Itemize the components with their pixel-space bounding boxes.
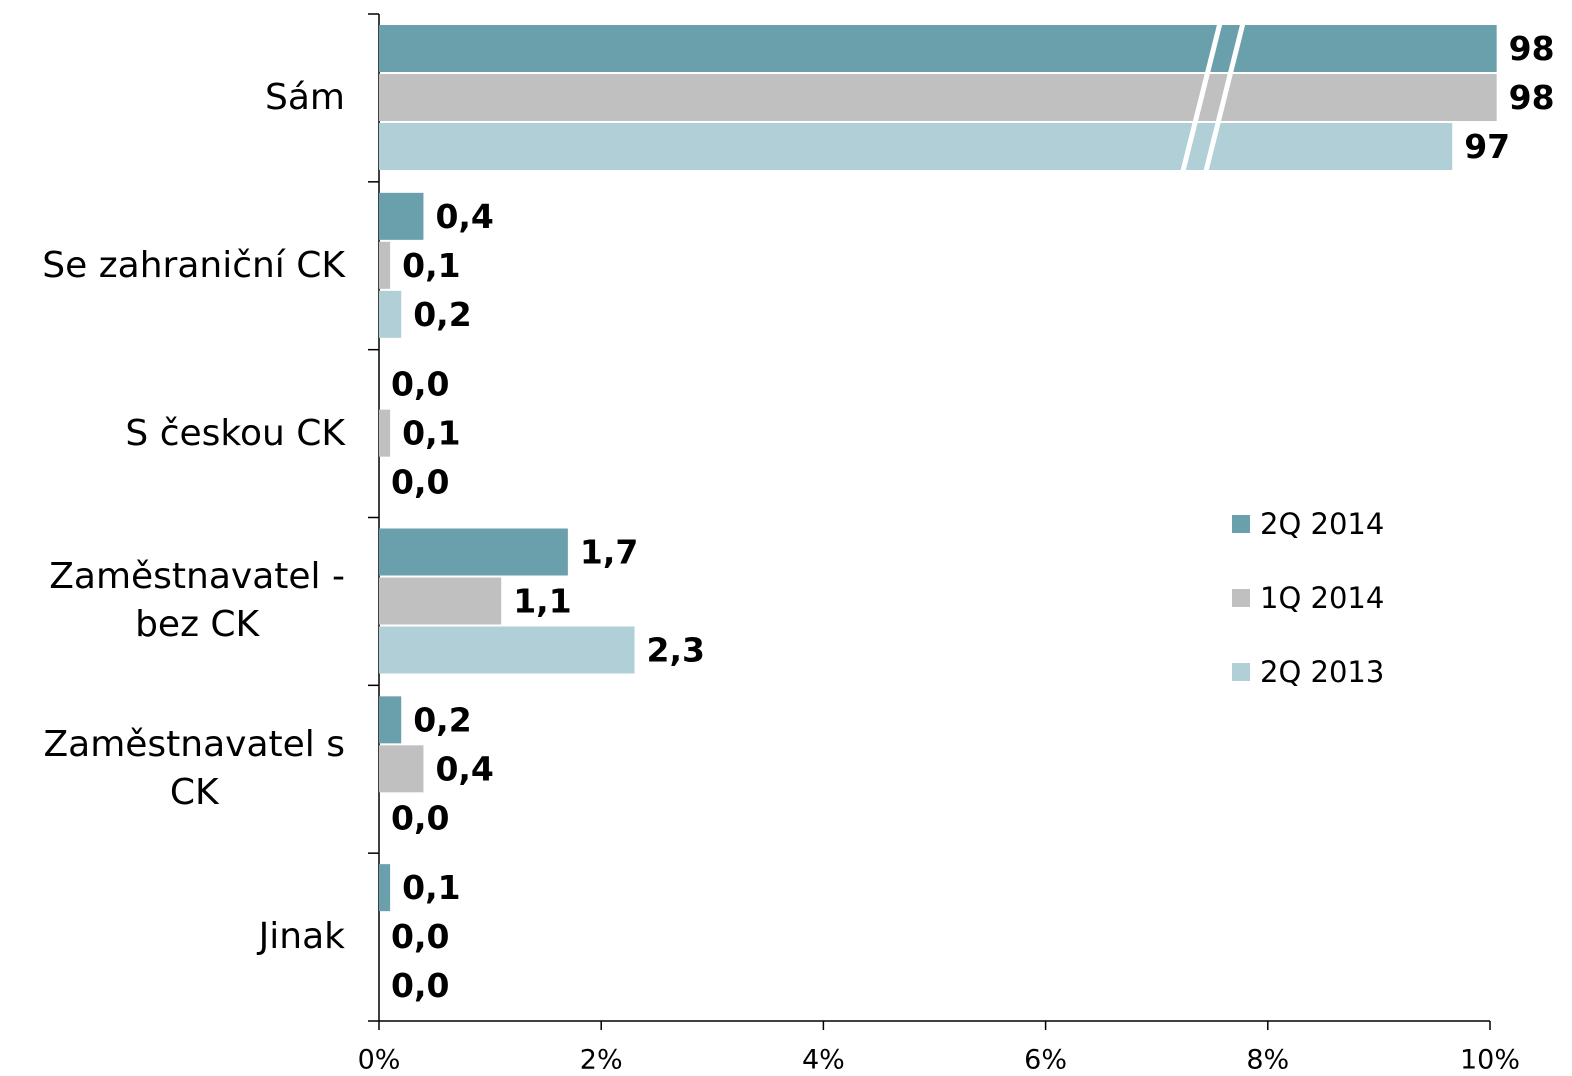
legend-swatch: [1232, 663, 1250, 681]
value-label: 0,1: [402, 868, 460, 907]
legend-swatch: [1232, 589, 1250, 607]
value-label: 0,0: [391, 798, 449, 837]
value-label: 0,0: [391, 365, 449, 404]
legend-label: 2Q 2013: [1260, 655, 1384, 689]
category-label: Sám: [0, 14, 345, 182]
category-text: Zaměstnavatel - bez CK: [49, 556, 345, 646]
x-tick-label: 2%: [580, 1045, 623, 1076]
bar: [379, 696, 402, 744]
x-tick-label: 0%: [358, 1045, 401, 1076]
bar: [379, 528, 568, 576]
category-text: S českou CK: [125, 412, 345, 454]
value-label: 0,2: [413, 295, 471, 334]
bar: [379, 25, 1497, 72]
value-label: 1,1: [513, 582, 571, 621]
value-label: 0,1: [402, 246, 460, 285]
x-tick-label: 6%: [1024, 1045, 1067, 1076]
value-label: 0,1: [402, 414, 460, 453]
bar: [379, 409, 391, 457]
category-label: S českou CK: [0, 350, 345, 518]
bar: [379, 864, 391, 912]
category-text: Jinak: [258, 916, 345, 958]
value-label: 98: [1509, 29, 1555, 68]
category-text: Zaměstnavatel s CK: [43, 724, 345, 814]
value-label: 0,0: [391, 463, 449, 502]
value-label: 0,2: [413, 700, 471, 739]
category-label: Zaměstnavatel - bez CK: [0, 518, 345, 686]
axis-break: [1202, 21, 1246, 175]
bar: [379, 626, 635, 674]
bar: [379, 577, 502, 625]
value-label: 98: [1509, 78, 1555, 117]
category-text: Sám: [265, 76, 345, 118]
bar: [379, 74, 1497, 121]
bar: [379, 192, 424, 240]
value-label: 0,4: [435, 197, 493, 236]
legend-label: 1Q 2014: [1260, 581, 1384, 615]
value-label: 0,0: [391, 917, 449, 956]
bar: [379, 290, 402, 338]
value-label: 2,3: [647, 631, 705, 670]
x-tick-label: 8%: [1246, 1045, 1289, 1076]
bar: [379, 241, 391, 289]
x-tick-label: 10%: [1460, 1045, 1520, 1076]
category-label: Se zahraniční CK: [0, 182, 345, 350]
legend-swatch: [1232, 515, 1250, 533]
value-label: 97: [1464, 127, 1510, 166]
category-label: Zaměstnavatel s CK: [0, 685, 345, 853]
value-label: 0,4: [435, 749, 493, 788]
x-tick-label: 4%: [802, 1045, 845, 1076]
legend-label: 2Q 2014: [1260, 507, 1384, 541]
value-label: 0,0: [391, 966, 449, 1005]
bar: [379, 123, 1453, 170]
category-label: Jinak: [0, 853, 345, 1021]
value-label: 1,7: [580, 533, 638, 572]
category-text: Se zahraniční CK: [42, 244, 345, 286]
axis-break: [1179, 21, 1223, 175]
bar: [379, 745, 424, 793]
